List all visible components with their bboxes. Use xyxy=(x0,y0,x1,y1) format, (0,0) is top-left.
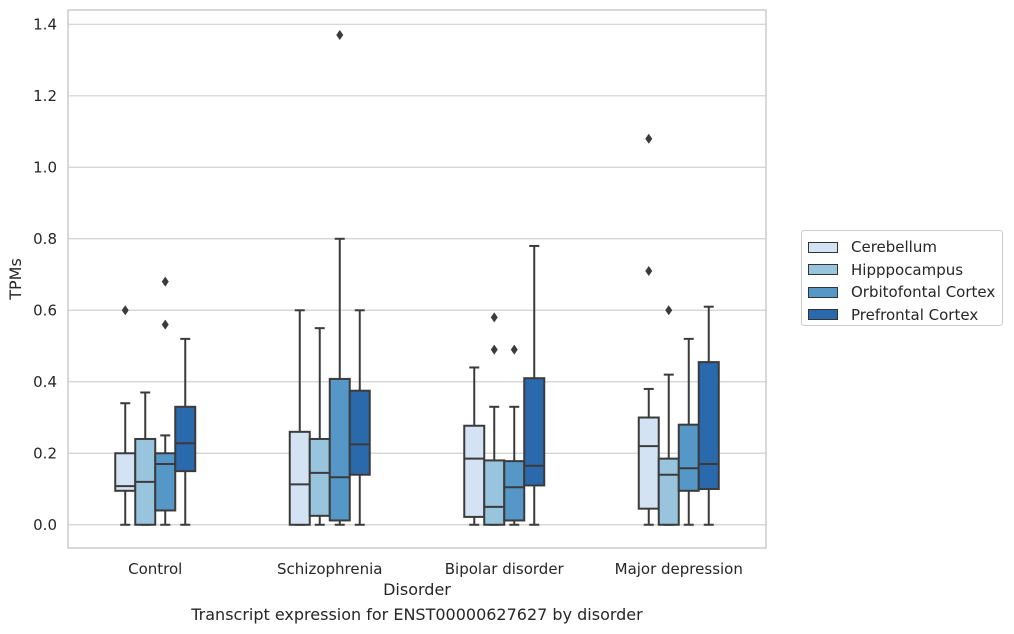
y-tick-label: 0.0 xyxy=(33,516,57,534)
box xyxy=(697,361,720,491)
outlier-point xyxy=(645,265,653,276)
box xyxy=(174,405,197,473)
legend-label: Prefrontal Cortex xyxy=(851,305,979,324)
box-group xyxy=(134,391,157,526)
box-group xyxy=(677,337,700,526)
box xyxy=(657,457,680,526)
outlier-point xyxy=(510,344,518,355)
boxes xyxy=(114,30,720,526)
box-group xyxy=(328,30,351,526)
legend-item: Hipppocampus xyxy=(808,259,1002,282)
box-group xyxy=(348,309,371,526)
legend-swatch-orbitofrontal xyxy=(808,286,838,298)
box-group xyxy=(523,244,546,526)
box xyxy=(483,459,506,526)
x-tick-label: Bipolar disorder xyxy=(445,560,565,578)
box-group xyxy=(637,133,660,526)
legend-item: Orbitofontal Cortex xyxy=(808,281,1002,304)
legend-item: Cerebellum xyxy=(808,236,1002,259)
legend-label: Cerebellum xyxy=(851,238,937,257)
box-group xyxy=(503,344,526,526)
x-tick-label: Major depression xyxy=(615,560,743,578)
box xyxy=(503,460,526,522)
box xyxy=(463,424,486,518)
gridlines xyxy=(68,23,766,526)
box xyxy=(523,377,546,487)
box-group xyxy=(657,305,680,526)
box-group xyxy=(154,276,177,526)
y-tick-label: 1.0 xyxy=(33,158,57,176)
box-group xyxy=(114,305,137,526)
y-tick-labels: 0.0 0.2 0.4 0.6 0.8 1.0 1.2 1.4 xyxy=(33,15,57,533)
x-axis-label: Disorder xyxy=(383,580,451,599)
outlier-point xyxy=(490,312,498,323)
outlier-point xyxy=(336,30,344,41)
box-group xyxy=(697,305,720,526)
outlier-point xyxy=(645,133,653,144)
box-group xyxy=(308,327,331,526)
y-tick-label: 1.4 xyxy=(33,15,57,33)
box-group xyxy=(288,309,311,526)
legend-swatch-prefrontal xyxy=(808,309,838,321)
legend-swatch-cerebellum xyxy=(808,241,838,253)
y-tick-label: 0.6 xyxy=(33,301,57,319)
legend-swatch-hippocampus xyxy=(808,264,838,276)
x-tick-labels: Control Schizophrenia Bipolar disorder Majo… xyxy=(128,560,743,578)
y-tick-label: 0.4 xyxy=(33,373,57,391)
y-axis-label: TPMs xyxy=(6,258,25,301)
outlier-point xyxy=(161,276,169,287)
legend: Cerebellum Hipppocampus Orbitofontal Cor… xyxy=(801,230,1003,326)
box xyxy=(637,416,660,510)
y-tick-label: 1.2 xyxy=(33,87,57,105)
box-group xyxy=(483,312,506,526)
legend-label: Hipppocampus xyxy=(851,260,964,279)
box xyxy=(154,452,177,512)
legend-label: Orbitofontal Cortex xyxy=(851,283,996,302)
box xyxy=(308,437,331,517)
box xyxy=(328,377,351,522)
box-group xyxy=(174,337,197,526)
outlier-point xyxy=(161,319,169,330)
x-tick-label: Control xyxy=(128,560,182,578)
legend-item: Prefrontal Cortex xyxy=(808,304,1002,327)
y-tick-label: 0.2 xyxy=(33,444,57,462)
box xyxy=(348,389,371,476)
plot-frame xyxy=(67,9,767,549)
outlier-point xyxy=(665,305,673,316)
box xyxy=(288,430,311,526)
chart-caption: Transcript expression for ENST0000062762… xyxy=(191,605,643,624)
y-tick-label: 0.8 xyxy=(33,230,57,248)
box-group xyxy=(463,366,486,526)
x-tick-label: Schizophrenia xyxy=(277,560,382,578)
outlier-point xyxy=(121,305,129,316)
outlier-point xyxy=(490,344,498,355)
box xyxy=(677,423,700,492)
